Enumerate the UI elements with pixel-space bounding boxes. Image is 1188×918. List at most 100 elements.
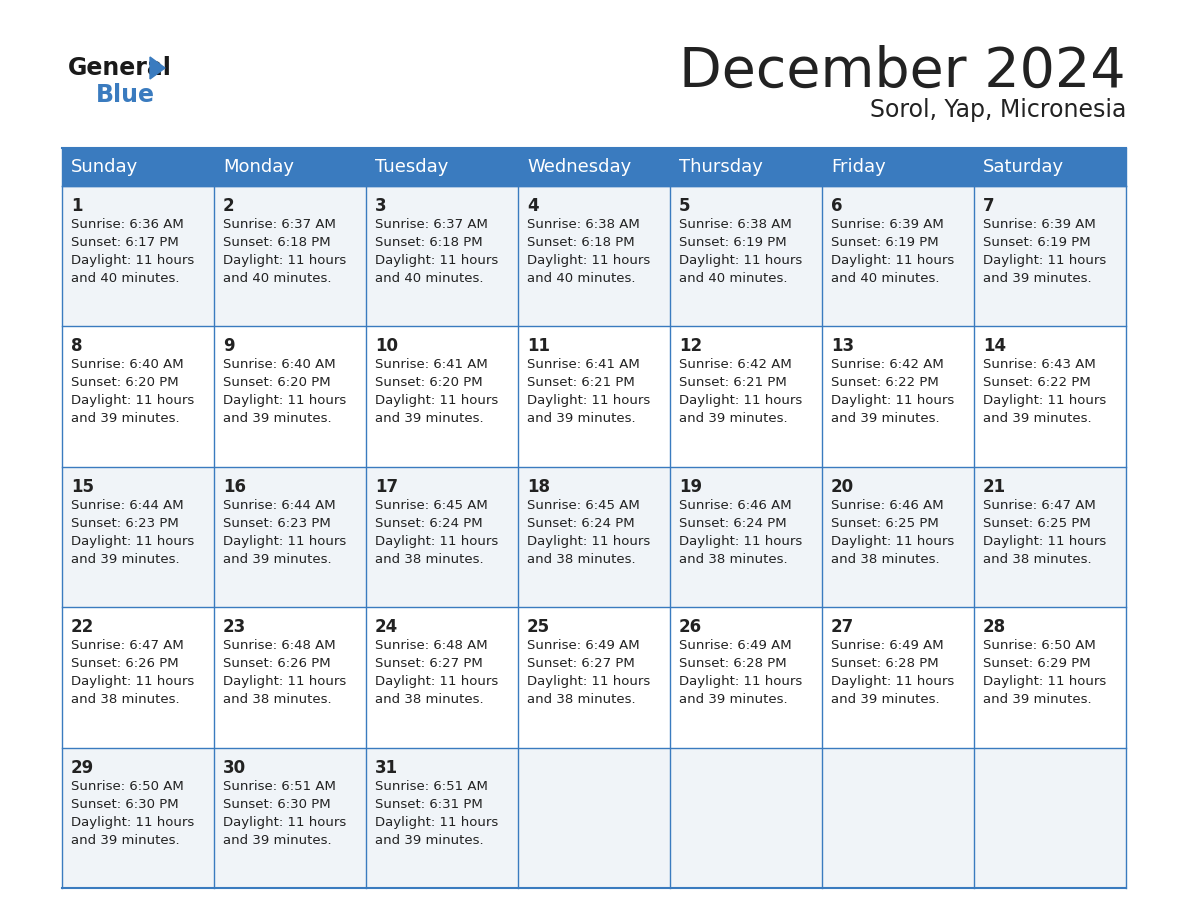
Bar bbox=[670, 747, 822, 888]
Text: Sunrise: 6:43 AM: Sunrise: 6:43 AM bbox=[982, 358, 1095, 372]
Text: Sunset: 6:23 PM: Sunset: 6:23 PM bbox=[71, 517, 178, 530]
Text: Sunrise: 6:45 AM: Sunrise: 6:45 AM bbox=[527, 498, 640, 512]
Text: Sunset: 6:26 PM: Sunset: 6:26 PM bbox=[71, 657, 178, 670]
Text: 21: 21 bbox=[982, 477, 1006, 496]
Text: Sunset: 6:20 PM: Sunset: 6:20 PM bbox=[223, 376, 330, 389]
Text: 22: 22 bbox=[71, 618, 94, 636]
Text: 18: 18 bbox=[527, 477, 550, 496]
Text: Sunrise: 6:44 AM: Sunrise: 6:44 AM bbox=[71, 498, 184, 512]
Text: Daylight: 11 hours: Daylight: 11 hours bbox=[375, 815, 498, 829]
Text: and 39 minutes.: and 39 minutes. bbox=[71, 412, 179, 425]
Bar bbox=[366, 747, 518, 888]
Text: Daylight: 11 hours: Daylight: 11 hours bbox=[680, 254, 802, 267]
Text: and 40 minutes.: and 40 minutes. bbox=[527, 272, 636, 285]
Text: Tuesday: Tuesday bbox=[375, 158, 448, 176]
Text: Sunrise: 6:39 AM: Sunrise: 6:39 AM bbox=[830, 218, 943, 231]
Text: Daylight: 11 hours: Daylight: 11 hours bbox=[223, 535, 346, 548]
Text: and 39 minutes.: and 39 minutes. bbox=[830, 693, 940, 706]
Text: Sunset: 6:27 PM: Sunset: 6:27 PM bbox=[527, 657, 634, 670]
Text: Sunset: 6:21 PM: Sunset: 6:21 PM bbox=[527, 376, 634, 389]
Text: and 38 minutes.: and 38 minutes. bbox=[680, 553, 788, 565]
Text: 29: 29 bbox=[71, 758, 94, 777]
Text: Daylight: 11 hours: Daylight: 11 hours bbox=[223, 395, 346, 408]
Text: Daylight: 11 hours: Daylight: 11 hours bbox=[830, 254, 954, 267]
Bar bbox=[62, 607, 214, 747]
Bar bbox=[214, 186, 366, 327]
Text: Sunset: 6:18 PM: Sunset: 6:18 PM bbox=[375, 236, 482, 249]
Text: 9: 9 bbox=[223, 338, 234, 355]
Text: Sunset: 6:24 PM: Sunset: 6:24 PM bbox=[375, 517, 482, 530]
Bar bbox=[366, 148, 518, 186]
Text: and 40 minutes.: and 40 minutes. bbox=[830, 272, 940, 285]
Text: Sunrise: 6:37 AM: Sunrise: 6:37 AM bbox=[375, 218, 488, 231]
Text: 3: 3 bbox=[375, 197, 386, 215]
Text: and 39 minutes.: and 39 minutes. bbox=[982, 272, 1092, 285]
Text: Sorol, Yap, Micronesia: Sorol, Yap, Micronesia bbox=[870, 98, 1126, 122]
Text: and 39 minutes.: and 39 minutes. bbox=[527, 412, 636, 425]
Text: and 38 minutes.: and 38 minutes. bbox=[527, 693, 636, 706]
Bar bbox=[366, 466, 518, 607]
Text: and 38 minutes.: and 38 minutes. bbox=[375, 693, 484, 706]
Text: 15: 15 bbox=[71, 477, 94, 496]
Text: Sunset: 6:17 PM: Sunset: 6:17 PM bbox=[71, 236, 178, 249]
Text: Sunset: 6:28 PM: Sunset: 6:28 PM bbox=[680, 657, 786, 670]
Text: Sunrise: 6:48 AM: Sunrise: 6:48 AM bbox=[223, 639, 336, 652]
Bar bbox=[366, 607, 518, 747]
Text: Sunrise: 6:45 AM: Sunrise: 6:45 AM bbox=[375, 498, 488, 512]
Bar bbox=[214, 148, 366, 186]
Text: Sunset: 6:19 PM: Sunset: 6:19 PM bbox=[830, 236, 939, 249]
Text: Sunrise: 6:38 AM: Sunrise: 6:38 AM bbox=[680, 218, 791, 231]
Text: Sunrise: 6:42 AM: Sunrise: 6:42 AM bbox=[680, 358, 791, 372]
Bar bbox=[214, 747, 366, 888]
Text: Sunset: 6:30 PM: Sunset: 6:30 PM bbox=[71, 798, 178, 811]
Bar bbox=[518, 607, 670, 747]
Bar bbox=[670, 327, 822, 466]
Text: Sunrise: 6:40 AM: Sunrise: 6:40 AM bbox=[223, 358, 336, 372]
Text: Sunrise: 6:46 AM: Sunrise: 6:46 AM bbox=[830, 498, 943, 512]
Text: and 38 minutes.: and 38 minutes. bbox=[223, 693, 331, 706]
Bar bbox=[822, 148, 974, 186]
Bar bbox=[366, 186, 518, 327]
Text: Daylight: 11 hours: Daylight: 11 hours bbox=[71, 395, 195, 408]
Text: and 39 minutes.: and 39 minutes. bbox=[830, 412, 940, 425]
Bar bbox=[670, 466, 822, 607]
Text: Sunrise: 6:41 AM: Sunrise: 6:41 AM bbox=[375, 358, 488, 372]
Text: Sunset: 6:18 PM: Sunset: 6:18 PM bbox=[527, 236, 634, 249]
Text: Sunset: 6:24 PM: Sunset: 6:24 PM bbox=[527, 517, 634, 530]
Text: and 40 minutes.: and 40 minutes. bbox=[680, 272, 788, 285]
Text: Sunrise: 6:42 AM: Sunrise: 6:42 AM bbox=[830, 358, 943, 372]
Text: Daylight: 11 hours: Daylight: 11 hours bbox=[527, 535, 650, 548]
Text: Daylight: 11 hours: Daylight: 11 hours bbox=[680, 676, 802, 688]
Bar bbox=[822, 327, 974, 466]
Text: 17: 17 bbox=[375, 477, 398, 496]
Text: Daylight: 11 hours: Daylight: 11 hours bbox=[375, 395, 498, 408]
Text: Sunrise: 6:49 AM: Sunrise: 6:49 AM bbox=[830, 639, 943, 652]
Text: Daylight: 11 hours: Daylight: 11 hours bbox=[71, 535, 195, 548]
Text: Friday: Friday bbox=[830, 158, 886, 176]
Text: General: General bbox=[68, 56, 172, 80]
Text: Daylight: 11 hours: Daylight: 11 hours bbox=[830, 395, 954, 408]
Bar bbox=[974, 148, 1126, 186]
Text: Daylight: 11 hours: Daylight: 11 hours bbox=[830, 676, 954, 688]
Text: 25: 25 bbox=[527, 618, 550, 636]
Text: Daylight: 11 hours: Daylight: 11 hours bbox=[375, 535, 498, 548]
Bar bbox=[62, 747, 214, 888]
Text: Sunset: 6:19 PM: Sunset: 6:19 PM bbox=[680, 236, 786, 249]
Text: 11: 11 bbox=[527, 338, 550, 355]
Text: and 39 minutes.: and 39 minutes. bbox=[982, 412, 1092, 425]
Text: 24: 24 bbox=[375, 618, 398, 636]
Text: Sunset: 6:20 PM: Sunset: 6:20 PM bbox=[71, 376, 178, 389]
Text: Sunrise: 6:47 AM: Sunrise: 6:47 AM bbox=[982, 498, 1095, 512]
Text: Daylight: 11 hours: Daylight: 11 hours bbox=[223, 815, 346, 829]
Bar bbox=[974, 607, 1126, 747]
Text: and 38 minutes.: and 38 minutes. bbox=[71, 693, 179, 706]
Bar bbox=[518, 186, 670, 327]
Text: and 39 minutes.: and 39 minutes. bbox=[223, 553, 331, 565]
Text: Sunset: 6:21 PM: Sunset: 6:21 PM bbox=[680, 376, 786, 389]
Text: and 39 minutes.: and 39 minutes. bbox=[71, 553, 179, 565]
Text: Daylight: 11 hours: Daylight: 11 hours bbox=[527, 676, 650, 688]
Bar bbox=[822, 466, 974, 607]
Text: Sunrise: 6:51 AM: Sunrise: 6:51 AM bbox=[223, 779, 336, 792]
Bar bbox=[518, 327, 670, 466]
Bar bbox=[366, 327, 518, 466]
